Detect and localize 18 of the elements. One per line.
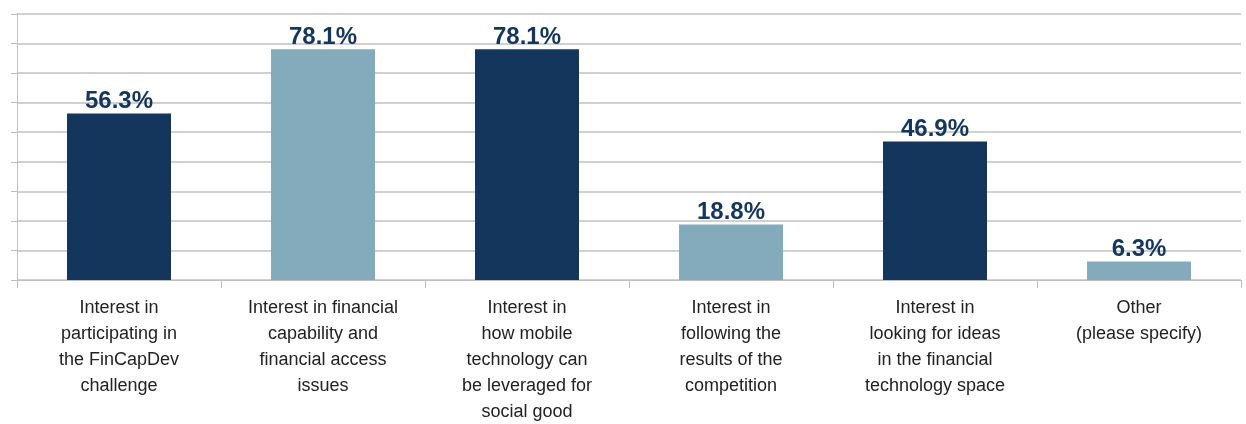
x-tick-label: Other (please specify) xyxy=(1075,297,1203,343)
data-label: 78.1% xyxy=(288,21,358,49)
data-label: 78.1% xyxy=(492,21,562,49)
data-label: 6.3% xyxy=(1111,233,1167,261)
bar xyxy=(1087,261,1191,280)
bar xyxy=(883,141,987,280)
bar xyxy=(679,224,783,280)
data-label: 46.9% xyxy=(900,113,970,141)
bar xyxy=(67,113,171,280)
bar xyxy=(475,49,579,280)
x-tick-label: Interest in following the results of the competition xyxy=(679,297,783,395)
bar xyxy=(271,49,375,280)
x-tick-label: Interest in how mobile technology can be leveraged for social good xyxy=(461,297,593,421)
x-tick-label: Interest in looking for ideas in the financial technology space xyxy=(864,297,1006,395)
x-tick-label: Interest in participating in the FinCapDev challenge xyxy=(58,297,180,395)
x-tick-label: Interest in financial capability and financial access issues xyxy=(247,297,399,395)
data-label: 56.3% xyxy=(84,86,154,114)
data-label: 18.8% xyxy=(696,196,766,224)
